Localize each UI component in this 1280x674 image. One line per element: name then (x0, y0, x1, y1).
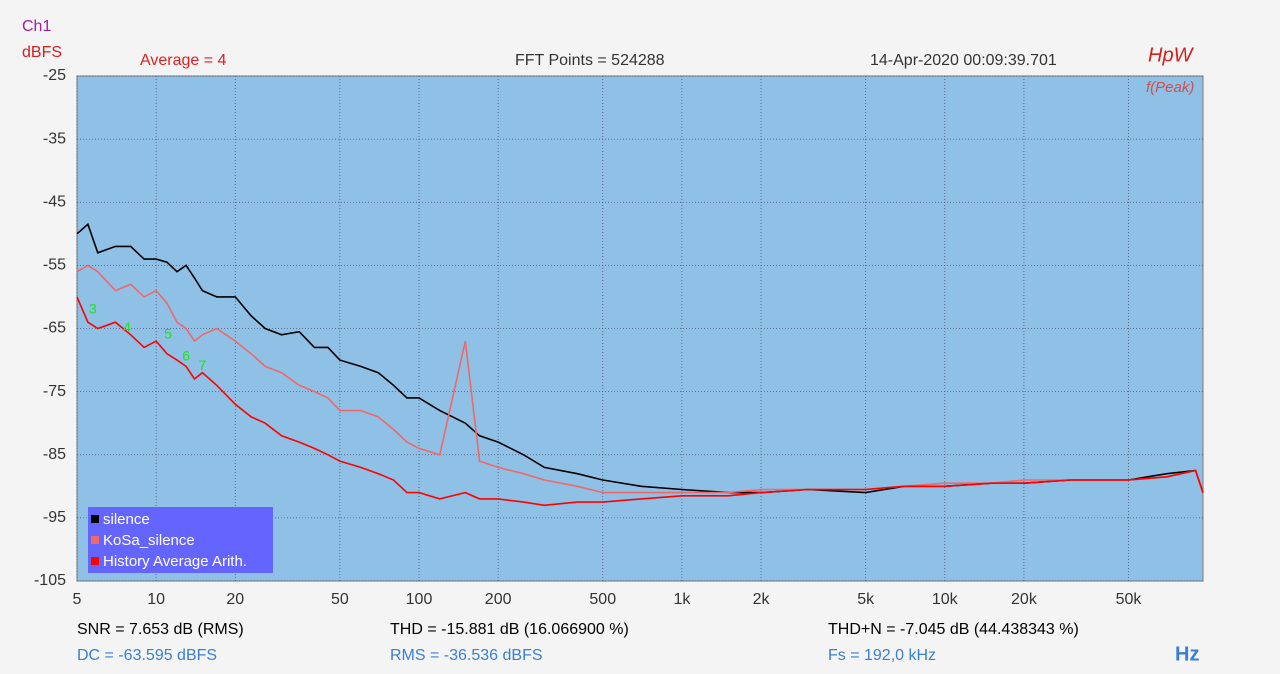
logo: HpW (1148, 44, 1195, 66)
stat: RMS = -36.536 dBFS (390, 647, 543, 664)
stat: DC = -63.595 dBFS (77, 647, 217, 664)
stat: SNR = 7.653 dB (RMS) (77, 621, 244, 638)
legend-swatch (91, 515, 99, 523)
legend-box (88, 507, 273, 573)
stat: THD+N = -7.045 dB (44.438343 %) (828, 621, 1079, 638)
x-tick-label: 50k (1116, 591, 1143, 608)
harmonic-marker: 4 (123, 319, 131, 335)
y-tick-label: -35 (43, 130, 66, 147)
legend-label: silence (103, 511, 150, 528)
x-tick-label: 1k (673, 591, 691, 608)
y-tick-label: -65 (43, 320, 66, 337)
stat: THD = -15.881 dB (16.066900 %) (390, 621, 629, 638)
x-tick-label: 10 (147, 591, 165, 608)
x-tick-label: 20k (1011, 591, 1038, 608)
x-tick-label: 500 (589, 591, 616, 608)
x-tick-label: 200 (485, 591, 512, 608)
x-tick-label: 10k (932, 591, 959, 608)
x-tick-label: 20 (226, 591, 244, 608)
legend-label: KoSa_silence (103, 532, 195, 549)
x-tick-label: 50 (331, 591, 349, 608)
average: Average = 4 (140, 52, 227, 69)
legend-swatch (91, 536, 99, 544)
y-label: dBFS (22, 44, 62, 61)
stat: Fs = 192,0 kHz (828, 647, 936, 664)
y-tick-label: -75 (43, 383, 66, 400)
channel: Ch1 (22, 18, 51, 35)
harmonic-marker: 7 (199, 357, 207, 373)
x-tick-label: 2k (753, 591, 771, 608)
timestamp: 14-Apr-2020 00:09:39.701 (870, 52, 1057, 69)
y-tick-label: -105 (34, 572, 66, 589)
y-tick-label: -85 (43, 446, 66, 463)
x-tick-label: 100 (406, 591, 433, 608)
y-tick-label: -95 (43, 509, 66, 526)
fft-points: FFT Points = 524288 (515, 52, 665, 69)
legend-label: History Average Arith. (103, 553, 247, 570)
y-tick-label: -25 (43, 67, 66, 84)
series-line (76, 296, 1204, 507)
x-tick-label: 5k (857, 591, 875, 608)
peak-mode: f(Peak) (1146, 79, 1194, 96)
x-label: Hz (1175, 643, 1199, 665)
harmonic-marker: 6 (182, 348, 190, 364)
harmonic-marker: 5 (164, 326, 172, 342)
legend-swatch (91, 557, 99, 565)
harmonic-marker: 3 (89, 300, 97, 316)
x-tick-label: 5 (73, 591, 82, 608)
y-tick-label: -45 (43, 193, 66, 210)
y-tick-label: -55 (43, 257, 66, 274)
